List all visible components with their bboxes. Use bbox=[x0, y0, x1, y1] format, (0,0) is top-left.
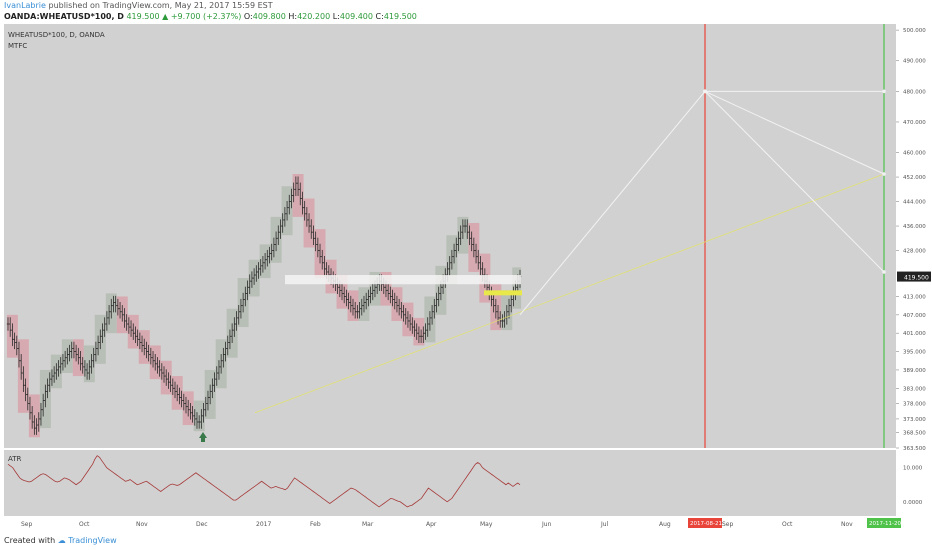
y-tick-label: 500.000 bbox=[903, 28, 926, 34]
regime-box bbox=[512, 267, 522, 309]
price-axis[interactable] bbox=[896, 24, 932, 516]
x-tick-label: Apr bbox=[426, 521, 437, 528]
trendline bbox=[254, 173, 885, 414]
y-tick-label: 490.000 bbox=[903, 59, 926, 65]
x-tick-label: Jul bbox=[600, 521, 609, 528]
x-tick-label: Sep bbox=[722, 521, 734, 528]
up-arrow-icon: ▲ bbox=[162, 12, 169, 21]
layer-atr bbox=[7, 455, 521, 508]
layer-axes: 500.000 490.000 480.000 470.000 460.000 452.0… bbox=[21, 28, 931, 528]
y-tick-label: 395.000 bbox=[903, 350, 926, 356]
last-price-badge bbox=[897, 271, 931, 282]
ohlc-open-label: O: bbox=[243, 12, 253, 21]
projection-point-0 bbox=[882, 89, 886, 94]
chart-header: IvanLabrie published on TradingView.com,… bbox=[0, 0, 932, 24]
created-with-label: Created with bbox=[4, 536, 56, 545]
ohlc-low-label: L: bbox=[332, 12, 340, 21]
x-tick-label: 2017-11-20 bbox=[869, 521, 901, 527]
atr-y-tick-label: 10.000 bbox=[903, 466, 923, 472]
tradingview-logo-icon: ☁ bbox=[57, 536, 66, 545]
up-arrow-icon bbox=[199, 432, 207, 442]
atr-pane[interactable] bbox=[4, 450, 896, 516]
y-tick-label: 413.000 bbox=[903, 294, 926, 300]
chart-canvas[interactable]: WHEATUSD*100, D, OANDA MTFC ATR 500.000 4… bbox=[0, 0, 932, 532]
indicator-label: MTFC bbox=[8, 42, 27, 50]
x-tick-label: Sep bbox=[21, 521, 33, 528]
y-tick-label: 378.000 bbox=[903, 402, 926, 408]
author-link[interactable]: IvanLabrie bbox=[4, 1, 46, 10]
last-price: 419.500 bbox=[126, 12, 160, 21]
symbol-label: OANDA:WHEATUSD*100, D bbox=[4, 12, 124, 21]
projection-point-1 bbox=[882, 172, 886, 176]
x-tick-label: Oct bbox=[782, 521, 793, 528]
y-tick-label: 480.000 bbox=[903, 89, 926, 95]
x-tick-label: Mar bbox=[362, 521, 374, 528]
y-tick-label: 373.000 bbox=[903, 417, 926, 423]
support-zone-yellow bbox=[484, 290, 522, 296]
y-tick-label: 460.000 bbox=[903, 151, 926, 157]
x-tick-label: Feb bbox=[310, 521, 321, 528]
ohlc-close-value: 419.500 bbox=[383, 12, 417, 21]
x-tick-label: Jun bbox=[541, 521, 552, 528]
layer-bars bbox=[6, 176, 522, 435]
atr-label: ATR bbox=[8, 455, 22, 463]
projection-line-1 bbox=[704, 90, 885, 175]
ohlc-open-value: 409.800 bbox=[252, 12, 286, 21]
x-marker-badge bbox=[688, 518, 722, 528]
footer: Created with ☁ TradingView bbox=[0, 532, 932, 550]
x-tick-label: Aug bbox=[659, 521, 671, 528]
projection-line bbox=[519, 91, 706, 316]
layer-lines bbox=[199, 24, 886, 448]
ohlc-high-label: H: bbox=[288, 12, 298, 21]
support-zone bbox=[285, 275, 521, 285]
y-tick-label: 383.000 bbox=[903, 386, 926, 392]
y-tick-label: 363.500 bbox=[903, 446, 926, 452]
projection-point-2 bbox=[882, 270, 886, 274]
x-marker-badge bbox=[867, 518, 901, 528]
y-tick-label: 436.000 bbox=[903, 224, 926, 230]
x-tick-label: May bbox=[480, 521, 493, 528]
ohlc-low-value: 409.400 bbox=[339, 12, 373, 21]
atr-line bbox=[7, 455, 521, 508]
published-text: published on TradingView.com, May 21, 20… bbox=[48, 1, 273, 10]
tradingview-link[interactable]: TradingView bbox=[68, 536, 117, 545]
ohlc-high-value: 420.200 bbox=[297, 12, 331, 21]
x-tick-label: 2017-08-21 bbox=[690, 521, 722, 527]
time-axis[interactable] bbox=[4, 516, 896, 532]
x-tick-label: Nov bbox=[841, 521, 853, 528]
symbol-info: OANDA:WHEATUSD*100, D 419.500 ▲ +9.700 (… bbox=[4, 12, 417, 21]
projection-line-2 bbox=[704, 90, 885, 273]
y-tick-label: 368.500 bbox=[903, 431, 926, 437]
publish-info: IvanLabrie published on TradingView.com,… bbox=[4, 1, 273, 10]
y-tick-label: 428.000 bbox=[903, 249, 926, 255]
y-tick-label: 419.500 bbox=[904, 275, 929, 282]
chart-title: WHEATUSD*100, D, OANDA bbox=[8, 31, 105, 39]
y-tick-label: 444.000 bbox=[903, 200, 926, 206]
x-tick-label: 2017 bbox=[256, 521, 271, 528]
y-tick-label: 470.000 bbox=[903, 120, 926, 126]
price-change: +9.700 (+2.37%) bbox=[170, 12, 242, 21]
y-tick-label: 389.000 bbox=[903, 368, 926, 374]
ohlc-close-label: C: bbox=[375, 12, 384, 21]
x-tick-label: Oct bbox=[79, 521, 90, 528]
y-tick-label: 401.000 bbox=[903, 331, 926, 337]
projection-high-point bbox=[703, 89, 707, 94]
atr-y-tick-label: 0.0000 bbox=[903, 500, 923, 506]
x-tick-label: Nov bbox=[136, 521, 148, 528]
x-tick-label: Dec bbox=[196, 521, 208, 528]
y-tick-label: 407.000 bbox=[903, 313, 926, 319]
footer-text: Created with ☁ TradingView bbox=[4, 536, 117, 545]
y-tick-label: 452.000 bbox=[903, 175, 926, 181]
